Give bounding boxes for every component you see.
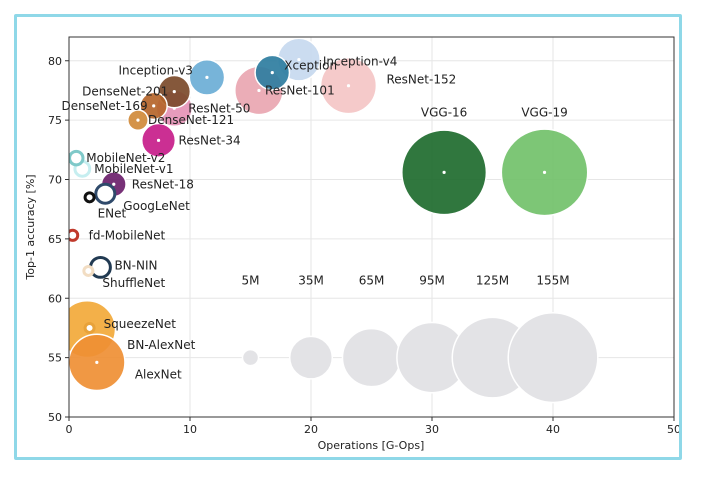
bubble-center-dot [136,118,140,122]
y-tick-label: 55 [48,352,62,365]
y-axis-label: Top-1 accuracy [%] [24,174,37,280]
x-axis-label: Operations [G-Ops] [318,439,425,452]
x-tick-label: 20 [304,423,318,436]
chart-frame: 5M 35M 65M 95M 125M 155M Inception-v4 Xception R… [14,14,682,460]
bubble-center-dot [71,233,75,237]
x-tick-label: 50 [667,423,679,436]
point-label: DenseNet-121 [148,113,234,127]
size-legend-label: 5M [242,273,260,287]
size-legend-bubble [288,335,334,380]
point-label: Inception-v4 [323,55,397,69]
point-label: BN-AlexNet [127,338,195,352]
bubble-center-dot [346,84,351,88]
point-label: ENet [98,206,127,220]
point-label: ShuffleNet [102,276,165,290]
point-label: fd-MobileNet [89,228,166,242]
size-legend-label: 65M [359,273,385,287]
bubble-center-dot [270,71,274,75]
y-tick-label: 75 [48,114,62,127]
y-axis-ticks: 50 55 60 65 70 75 80 [48,55,69,424]
bubble-center-dot [95,360,99,364]
bubble-center-dot [297,57,301,62]
point-label: GoogLeNet [123,199,190,213]
point-label: ResNet-34 [179,133,241,147]
bubble-center-dot [87,195,92,199]
size-legend-bubble [507,312,599,404]
size-legend-label: 125M [476,273,509,287]
y-tick-label: 65 [48,233,62,246]
size-legend-label: 95M [419,273,445,287]
point-label: BN-NIN [114,258,157,272]
point-label: VGG-19 [521,105,567,119]
point-label: DenseNet-201 [82,85,168,99]
bubble-center-dot [103,192,107,196]
x-tick-label: 10 [183,423,197,436]
x-tick-label: 0 [66,423,73,436]
size-legend-bubble [341,327,402,388]
bubble-center-dot [74,156,78,160]
bubble-center-dot [112,182,116,186]
bubble-center-dot [152,104,156,108]
bubble-center-dot [156,138,161,142]
x-axis-ticks: 0 10 20 30 40 50 [66,417,679,436]
data-bubbles [69,37,589,392]
y-tick-label: 50 [48,411,62,424]
point-label: ResNet-18 [132,177,194,191]
point-label: VGG-16 [421,105,467,119]
point-label: MobileNet-v1 [94,162,173,176]
y-tick-label: 80 [48,55,62,68]
point-label: AlexNet [135,367,182,381]
bubble-center-dot [205,75,209,79]
point-label: ResNet-50 [188,101,250,115]
bubble-center-dot [98,265,103,269]
x-tick-label: 40 [546,423,560,436]
bubble-center-dot [86,269,90,273]
size-legend-bubble [241,348,260,367]
bubble-center-dot [80,167,84,171]
bubble-center-dot [542,170,547,174]
bubble-center-dot [442,170,446,174]
point-label: Xception [284,59,337,73]
point-label: ResNet-152 [387,73,457,87]
bubble-center-dot [257,88,261,93]
point-label: MobileNet-v2 [86,151,165,165]
point-label: DenseNet-169 [62,99,148,113]
bubble-center-dot [87,326,92,330]
size-legend-label: 155M [536,273,569,287]
x-tick-label: 30 [425,423,439,436]
size-legend-label: 35M [298,273,324,287]
point-label: ResNet-101 [265,83,335,97]
y-tick-label: 70 [48,174,62,187]
point-label: SqueezeNet [104,317,177,331]
y-tick-label: 60 [48,292,62,305]
bubble-center-dot [172,90,176,94]
point-label: Inception-v3 [118,63,192,77]
size-legend [241,312,599,404]
plot-border [68,36,675,418]
